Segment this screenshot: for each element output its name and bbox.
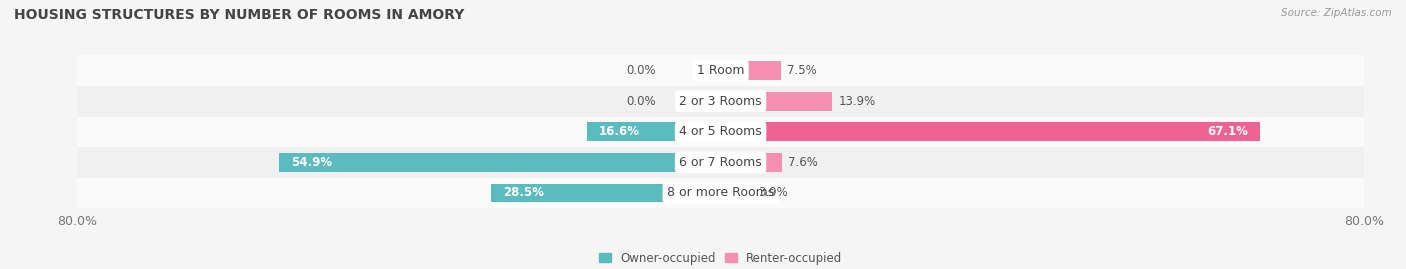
Text: 7.6%: 7.6% xyxy=(789,156,818,169)
Text: 67.1%: 67.1% xyxy=(1208,125,1249,138)
Bar xyxy=(77,86,1364,116)
Text: 0.0%: 0.0% xyxy=(627,64,657,77)
Bar xyxy=(77,178,1364,208)
Text: 28.5%: 28.5% xyxy=(503,186,544,200)
Text: 8 or more Rooms: 8 or more Rooms xyxy=(666,186,775,200)
Text: 3.9%: 3.9% xyxy=(758,186,789,200)
Bar xyxy=(77,147,1364,178)
Bar xyxy=(280,153,721,172)
Legend: Owner-occupied, Renter-occupied: Owner-occupied, Renter-occupied xyxy=(593,247,848,269)
Bar xyxy=(77,55,1364,86)
Text: 54.9%: 54.9% xyxy=(291,156,332,169)
Text: 1 Room: 1 Room xyxy=(697,64,744,77)
Text: 0.0%: 0.0% xyxy=(627,95,657,108)
Text: 2 or 3 Rooms: 2 or 3 Rooms xyxy=(679,95,762,108)
Text: HOUSING STRUCTURES BY NUMBER OF ROOMS IN AMORY: HOUSING STRUCTURES BY NUMBER OF ROOMS IN… xyxy=(14,8,464,22)
Bar xyxy=(721,183,752,203)
Text: 13.9%: 13.9% xyxy=(839,95,876,108)
Bar xyxy=(721,122,1260,141)
Text: 6 or 7 Rooms: 6 or 7 Rooms xyxy=(679,156,762,169)
Text: 4 or 5 Rooms: 4 or 5 Rooms xyxy=(679,125,762,138)
Text: Source: ZipAtlas.com: Source: ZipAtlas.com xyxy=(1281,8,1392,18)
Bar xyxy=(77,116,1364,147)
Bar xyxy=(721,92,832,111)
Bar xyxy=(492,183,721,203)
Bar xyxy=(721,153,782,172)
Text: 16.6%: 16.6% xyxy=(599,125,640,138)
Bar xyxy=(721,61,780,80)
Bar xyxy=(588,122,721,141)
Text: 7.5%: 7.5% xyxy=(787,64,817,77)
